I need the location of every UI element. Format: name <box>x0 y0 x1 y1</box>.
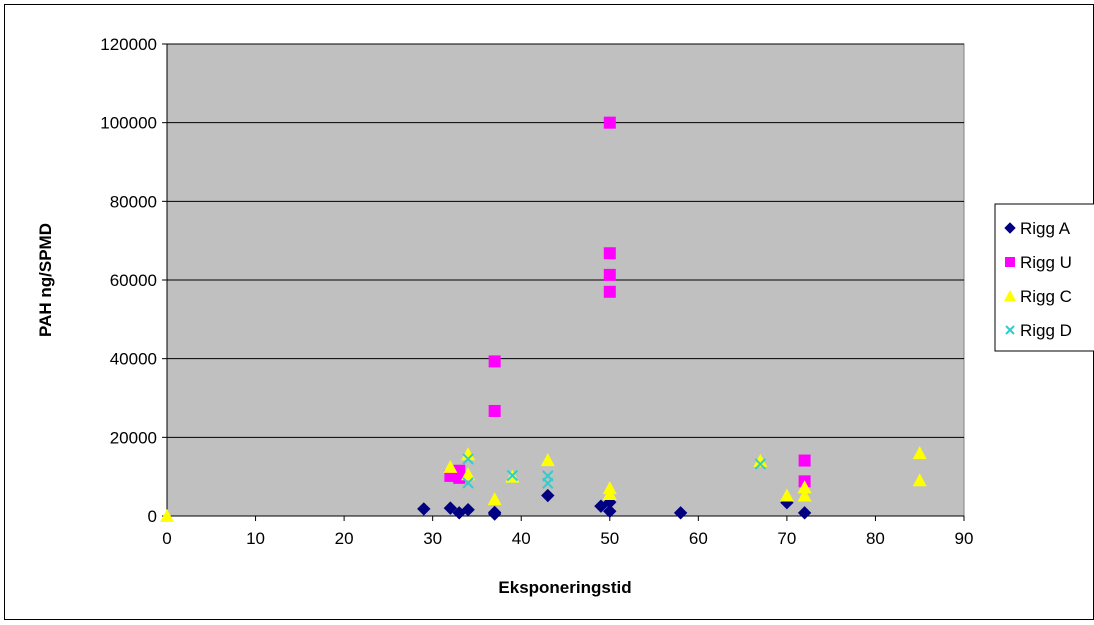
rigg-d-point <box>462 477 474 489</box>
rigg-u-point <box>798 454 811 467</box>
x-tick-label: 60 <box>689 529 708 548</box>
data-points <box>160 116 927 522</box>
rigg-a-point <box>417 502 431 516</box>
rigg-a-point <box>673 506 688 520</box>
y-tick-label: 20000 <box>110 428 157 447</box>
y-tick-label: 60000 <box>110 271 157 290</box>
rigg-c-point <box>461 447 476 461</box>
rigg-c-point <box>797 480 812 494</box>
legend-marker-rigg-c <box>1004 290 1016 301</box>
y-tick-label: 0 <box>148 507 157 526</box>
gridlines <box>167 43 964 438</box>
rigg-u-point <box>453 471 466 484</box>
rigg-u-point <box>603 247 616 260</box>
legend-label-rigg-a: Rigg A <box>1020 219 1071 238</box>
rigg-d-point <box>754 458 767 470</box>
x-tick-label: 70 <box>777 529 796 548</box>
legend-label-rigg-c: Rigg C <box>1020 287 1072 306</box>
rigg-c-point <box>753 453 768 467</box>
rigg-c-point <box>602 486 617 500</box>
rigg-d-point <box>542 477 554 490</box>
x-tick-label: 30 <box>423 529 442 548</box>
x-tick-label: 10 <box>246 529 265 548</box>
y-tick-label: 80000 <box>110 192 157 211</box>
rigg-u-point <box>603 116 616 129</box>
rigg-c-point <box>487 492 502 506</box>
rigg-c-point <box>160 509 174 522</box>
legend-marker-rigg-d <box>1005 325 1015 335</box>
rigg-c-point <box>540 453 555 467</box>
rigg-a-point <box>443 501 458 515</box>
rigg-c-point <box>443 459 458 473</box>
x-tick-label: 40 <box>512 529 531 548</box>
legend-label-rigg-d: Rigg D <box>1020 321 1072 340</box>
legend-entries: Rigg A Rigg U Rigg C Rigg D <box>1004 219 1072 340</box>
x-tick-label: 50 <box>600 529 619 548</box>
rigg-a-point <box>541 488 555 503</box>
rigg-d-point <box>506 469 519 482</box>
chart-area: 0 20000 40000 60000 80000 100000 120000 0 10 20 30… <box>4 4 1094 620</box>
rigg-c-point <box>797 488 812 502</box>
scatter-chart: 0 20000 40000 60000 80000 100000 120000 0 10 20 30… <box>36 35 1094 597</box>
x-axis-title: Eksponeringstid <box>498 578 631 597</box>
rigg-a-point <box>487 505 502 520</box>
rigg-c-point <box>779 488 794 502</box>
rigg-c-point <box>912 473 927 487</box>
rigg-a-point <box>461 502 475 517</box>
rigg-u-point <box>603 285 616 298</box>
y-tick-label: 120000 <box>100 35 157 54</box>
rigg-u-point <box>488 404 501 417</box>
x-tick-label: 20 <box>335 529 354 548</box>
rigg-u-point <box>488 355 501 368</box>
rigg-a-point <box>797 506 812 520</box>
rigg-a-point <box>603 504 617 518</box>
rigg-c-point <box>461 467 476 481</box>
y-axis-title: PAH ng/SPMD <box>36 223 55 337</box>
rigg-u-point <box>603 268 616 281</box>
legend-marker-rigg-a <box>1004 222 1016 234</box>
x-tick-label: 80 <box>866 529 885 548</box>
rigg-c-point <box>912 446 927 460</box>
rigg-d-point <box>462 453 474 465</box>
rigg-a-point <box>594 499 608 513</box>
legend: Rigg A Rigg U Rigg C Rigg D <box>994 203 1094 352</box>
x-tick-label: 90 <box>955 529 974 548</box>
tick-labels: 0 20000 40000 60000 80000 100000 120000 0 10 20 30… <box>100 35 973 548</box>
legend-marker-rigg-u <box>1005 257 1015 267</box>
y-tick-label: 40000 <box>110 350 157 369</box>
x-tick-label: 0 <box>162 529 171 548</box>
legend-label-rigg-u: Rigg U <box>1020 253 1072 272</box>
y-tick-label: 100000 <box>100 114 157 133</box>
